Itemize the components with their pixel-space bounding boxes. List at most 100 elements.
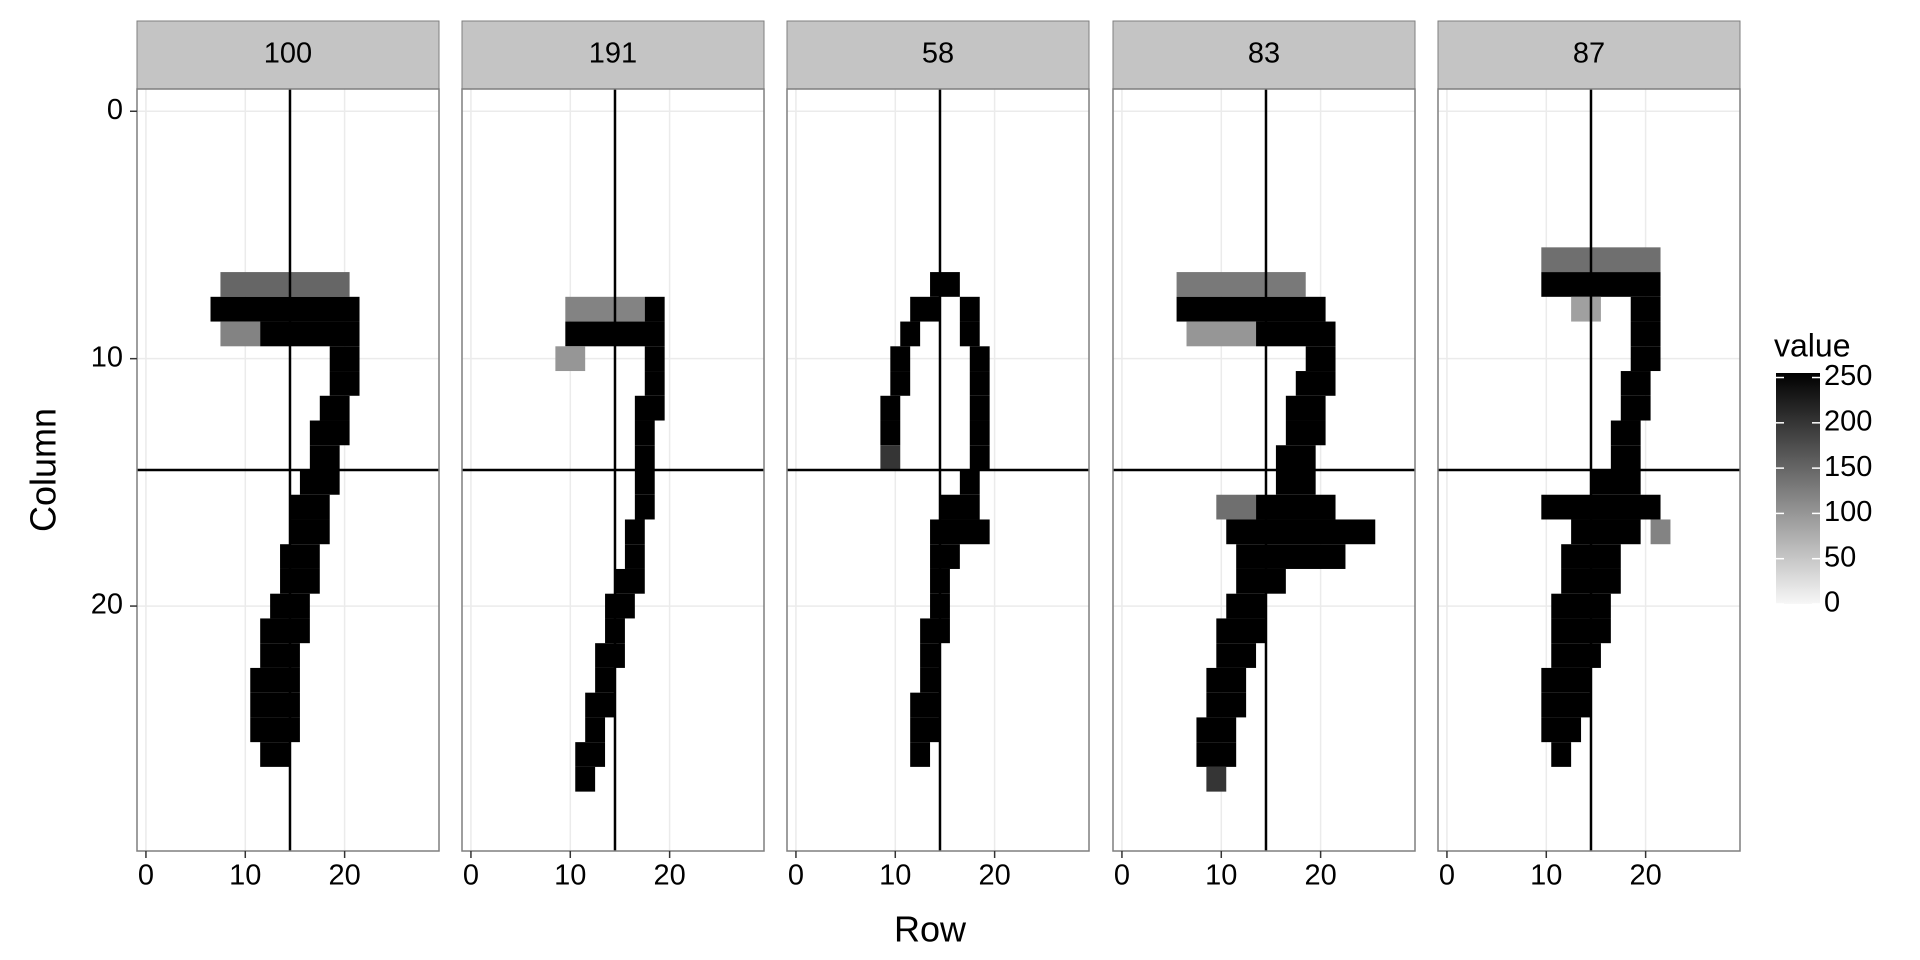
pixel-run [634, 420, 655, 446]
pixel-run [959, 296, 980, 322]
pixel-run [250, 717, 300, 743]
strip-label: 83 [1248, 38, 1280, 70]
pixel-run [220, 321, 261, 347]
pixel-run [910, 692, 940, 718]
x-tick-label: 10 [879, 860, 911, 892]
pixel-run [1285, 395, 1326, 421]
pixel-run [1620, 395, 1651, 421]
pixel-run [260, 618, 310, 644]
pixel-run [634, 445, 655, 470]
pixel-run [260, 321, 360, 347]
pixel-run [1620, 371, 1651, 396]
x-tick-label: 0 [1114, 860, 1130, 892]
strip-label: 100 [264, 38, 312, 70]
pixel-run [250, 692, 300, 718]
pixel-run [329, 346, 360, 372]
x-tick-label: 20 [653, 860, 685, 892]
legend-tick-label: 200 [1824, 405, 1872, 437]
x-tick-label: 20 [328, 860, 360, 892]
pixel-run [1541, 717, 1582, 743]
legend-tick-label: 150 [1824, 451, 1872, 483]
x-tick-label: 0 [463, 860, 479, 892]
panel-border [1112, 88, 1416, 852]
legend-tick-label: 250 [1824, 360, 1872, 392]
pixel-run [329, 371, 360, 396]
pixel-run [624, 519, 645, 545]
pixel-run [1630, 346, 1661, 372]
pixel-run [959, 321, 980, 347]
y-tick-label: 10 [91, 341, 123, 373]
pixel-run [1551, 593, 1611, 619]
pixel-run [634, 395, 665, 421]
pixel-run [1541, 494, 1661, 520]
colorbar [1776, 373, 1820, 604]
pixel-run [614, 568, 645, 594]
pixel-run [1610, 445, 1641, 470]
pixel-run [220, 272, 350, 297]
pixel-run [920, 667, 940, 693]
pixel-run [1206, 692, 1247, 718]
pixel-run [1630, 321, 1661, 347]
pixel-run [595, 643, 625, 668]
pixel-run [210, 296, 360, 322]
pixel-run [1551, 618, 1611, 644]
pixel-run [1610, 420, 1641, 446]
pixel-run [260, 742, 290, 767]
pixel-run [1196, 742, 1237, 767]
pixel-run [880, 445, 901, 470]
x-tick-label: 10 [1205, 860, 1237, 892]
legend-tick-label: 0 [1824, 587, 1840, 619]
pixel-run [900, 321, 921, 347]
pixel-run [575, 742, 606, 767]
pixel-run [1216, 643, 1257, 668]
pixel-run [634, 494, 655, 520]
panel-border [1437, 88, 1741, 852]
pixel-run [1275, 470, 1316, 495]
pixel-run [1551, 643, 1601, 668]
pixel-run [595, 667, 615, 693]
legend-tick-label: 100 [1824, 496, 1872, 528]
x-tick-label: 10 [554, 860, 586, 892]
pixel-run [1551, 742, 1572, 767]
pixel-run [1541, 692, 1591, 718]
x-tick-label: 0 [138, 860, 154, 892]
pixel-run [920, 618, 950, 644]
pixel-run [585, 717, 606, 743]
pixel-run [280, 568, 320, 594]
pixel-run [289, 519, 330, 545]
pixel-run [1295, 371, 1336, 396]
pixel-run [309, 445, 340, 470]
pixel-run [969, 346, 990, 372]
pixel-run [930, 544, 960, 569]
pixel-run [880, 395, 901, 421]
pixel-run [1541, 272, 1661, 297]
pixel-run [565, 296, 645, 322]
pixel-run [880, 420, 901, 446]
x-tick-label: 0 [1439, 860, 1455, 892]
pixel-run [555, 346, 586, 372]
pixel-run [1186, 321, 1257, 347]
pixel-run [634, 470, 655, 495]
x-tick-label: 20 [1629, 860, 1661, 892]
strip-label: 87 [1573, 38, 1605, 70]
strip [1437, 20, 1741, 90]
pixel-run [1236, 568, 1286, 594]
pixel-run [910, 742, 931, 767]
pixel-run [1216, 494, 1257, 520]
x-tick-label: 10 [1530, 860, 1562, 892]
pixel-run [939, 494, 980, 520]
pixel-run [910, 296, 940, 322]
y-tick-label: 0 [107, 94, 123, 126]
pixel-run [1571, 519, 1641, 545]
pixel-run [575, 766, 596, 792]
x-tick-label: 0 [788, 860, 804, 892]
strip [136, 20, 440, 90]
pixel-run [289, 494, 330, 520]
x-tick-label: 10 [229, 860, 261, 892]
strip [461, 20, 765, 90]
pixel-run [644, 346, 665, 372]
pixel-run [280, 544, 320, 569]
pixel-run [1275, 445, 1316, 470]
pixel-run [890, 371, 911, 396]
